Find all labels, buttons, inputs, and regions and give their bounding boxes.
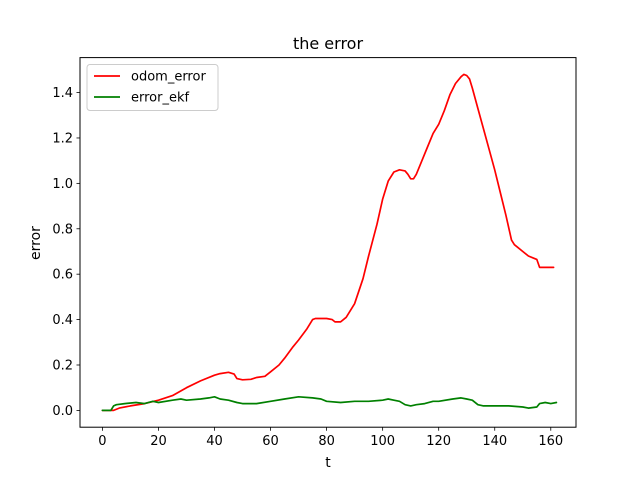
x-tick-label: 100 — [370, 434, 395, 449]
x-tick-label: 40 — [206, 434, 223, 449]
chart-title: the error — [293, 34, 364, 53]
y-tick-label: 0.0 — [52, 404, 73, 419]
series-line-error-ekf — [101, 395, 558, 412]
plot-frame — [79, 57, 577, 428]
x-tick-label: 0 — [98, 434, 106, 449]
y-tick-label: 1.0 — [52, 177, 73, 192]
legend: odom_error error_ekf — [86, 64, 219, 111]
x-tick-label: 60 — [262, 434, 279, 449]
x-tick-label: 20 — [150, 434, 167, 449]
x-tick-label: 120 — [426, 434, 451, 449]
series-layer — [101, 73, 558, 412]
y-axis: 0.0 0.2 0.4 0.6 0.8 1.0 1.2 1.4 — [52, 86, 80, 419]
x-axis-title: t — [325, 455, 331, 471]
series-line-odom-error — [101, 73, 555, 412]
y-axis-title: error — [28, 226, 44, 260]
y-tick-label: 0.6 — [52, 268, 73, 283]
legend-label-error-ekf: error_ekf — [131, 91, 189, 106]
x-axis: 0 20 40 60 80 100 120 140 160 — [98, 427, 563, 449]
y-tick-label: 1.4 — [52, 86, 73, 101]
x-tick-label: 80 — [318, 434, 335, 449]
y-tick-label: 0.2 — [52, 358, 73, 373]
y-tick-label: 0.8 — [52, 222, 73, 237]
y-tick-label: 0.4 — [52, 313, 73, 328]
x-tick-label: 160 — [538, 434, 563, 449]
legend-label-odom-error: odom_error — [131, 70, 206, 85]
x-tick-label: 140 — [482, 434, 507, 449]
y-tick-label: 1.2 — [52, 131, 73, 146]
